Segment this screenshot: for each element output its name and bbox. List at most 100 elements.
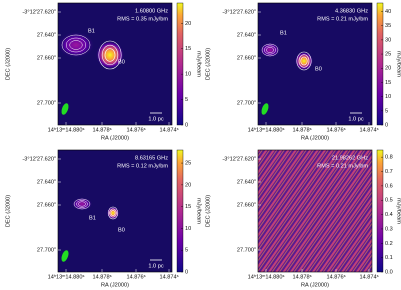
x-tick-label: 14.874ˢ [159, 127, 178, 133]
colorbar-tick-label: 0.5 [385, 198, 393, 204]
colorbar [176, 149, 184, 273]
source-label: B0 [118, 59, 125, 65]
x-tick-label: 14ʰ13ᵐ14.880ˢ [248, 273, 285, 280]
y-tick-label: 27.640" [37, 179, 56, 185]
colorbar-tick-label: 0.4 [385, 212, 393, 218]
colorbar-tick-label: 20 [185, 21, 191, 27]
y-tick-label: 27.660" [37, 55, 56, 61]
contour [296, 51, 312, 71]
colorbar-tick-label: 0.1 [385, 255, 393, 261]
x-tick-label: 14.876ˢ [126, 127, 145, 133]
source-label: B1 [280, 30, 287, 36]
y-tick-label: 27.660" [37, 202, 56, 208]
beam [261, 103, 269, 115]
emission-b1 [259, 42, 281, 58]
frequency: 1.60800 GHz [135, 8, 168, 14]
frequency: 8.63165 GHz [135, 155, 168, 161]
colorbar-tick-label: 0.8 [385, 155, 393, 161]
x-tick-label: 14.874ˢ [359, 127, 378, 133]
beam [61, 103, 69, 115]
y-tick-label: 27.700" [37, 247, 56, 253]
colorbar-tick-label: 5 [185, 97, 188, 103]
panel: B1 B0 1.0 pc 4.36830 GHz RMS = 0.21 mJy/bm -3… [205, 2, 401, 141]
contour [78, 201, 86, 207]
y-axis-label: DEC (J2000) [205, 195, 211, 227]
x-tick-label: 14.878ˢ [292, 274, 311, 280]
panel: B1 B0 1.0 pc 8.63165 GHz RMS = 0.12 mJy/bm -3… [5, 149, 202, 288]
colorbar-tick-label: 0.0 [385, 269, 393, 275]
colorbar [376, 149, 384, 273]
source-label: B1 [89, 215, 96, 221]
x-tick-label: 14.878ˢ [92, 127, 111, 133]
colorbar-tick-label: 0 [185, 269, 188, 275]
x-axis-label: RA (J2000) [101, 135, 129, 141]
contour [104, 48, 116, 62]
colorbar-tick-label: 25 [185, 161, 191, 167]
image [258, 3, 372, 125]
contour [69, 40, 83, 50]
colorbar-tick-label: 15 [185, 46, 191, 52]
y-tick-label: 27.640" [237, 32, 256, 38]
colorbar-label: mJy/beam [396, 51, 401, 77]
beam [61, 250, 69, 262]
colorbar-tick-label: 0.3 [385, 226, 393, 232]
frequency: 21.98262 GHz [332, 155, 368, 161]
rms: RMS = 0.21 mJy/bm [317, 16, 368, 22]
colorbar-tick-label: 0 [185, 122, 188, 128]
x-tick-label: 14.878ˢ [292, 127, 311, 133]
colorbar [176, 2, 184, 126]
y-tick-label: 27.640" [237, 179, 256, 185]
frequency: 4.36830 GHz [335, 8, 368, 14]
contour [73, 198, 91, 210]
contour [98, 40, 122, 70]
source-label: B0 [315, 66, 322, 72]
contour [264, 45, 276, 55]
frame [57, 2, 173, 126]
frame [257, 149, 373, 273]
x-tick-label: 14.874ˢ [359, 274, 378, 280]
rms: RMS = 0.35 mJy/bm [117, 16, 168, 22]
x-axis-label: RA (J2000) [101, 282, 129, 288]
y-tick-label: 27.660" [237, 55, 256, 61]
x-tick-label: 14.876ˢ [326, 274, 345, 280]
colorbar-tick-label: 0 [385, 122, 388, 128]
y-tick-label: 27.700" [237, 247, 256, 253]
y-tick-label: 27.700" [37, 100, 56, 106]
source-label: B1 [88, 28, 95, 34]
x-axis-label: RA (J2000) [301, 282, 329, 288]
colorbar-tick-label: 5 [185, 248, 188, 254]
colorbar-tick-label: 20 [185, 182, 191, 188]
contour [261, 43, 279, 57]
colorbar-tick-label: 5 [385, 108, 388, 114]
x-tick-label: 14.876ˢ [326, 127, 345, 133]
source-label: B0 [118, 227, 125, 233]
contour [298, 54, 310, 68]
scale-label: 1.0 pc [348, 116, 363, 122]
colorbar-tick-label: 10 [185, 226, 191, 232]
contour [61, 34, 91, 56]
contour [110, 209, 116, 216]
x-tick-label: 14.878ˢ [92, 274, 111, 280]
colorbar-tick-label: 35 [385, 23, 391, 29]
emission-b1 [71, 197, 93, 211]
x-tick-label: 14.876ˢ [126, 274, 145, 280]
rms: RMS = 0.21 mJy/bm [317, 163, 368, 169]
colorbar-tick-label: 0.6 [385, 183, 393, 189]
colorbar-tick-label: 15 [385, 80, 391, 86]
emission-b0 [295, 52, 313, 70]
x-tick-label: 14.874ˢ [159, 274, 178, 280]
emission-b1 [57, 32, 95, 58]
y-axis-label: DEC (J2000) [205, 48, 211, 80]
contour [107, 206, 119, 220]
colorbar-label: mJy/beam [396, 198, 401, 224]
x-axis-label: RA (J2000) [301, 135, 329, 141]
contour [266, 47, 274, 53]
y-tick-label: 27.660" [237, 202, 256, 208]
contour [65, 37, 87, 53]
y-axis-label: DEC (J2000) [5, 195, 11, 227]
colorbar-tick-label: 25 [385, 52, 391, 58]
x-tick-label: 14ʰ13ᵐ14.880ˢ [48, 273, 85, 280]
x-tick-label: 14ʰ13ᵐ14.880ˢ [48, 126, 85, 133]
emission-b0 [96, 41, 124, 69]
panel: B1 B0 1.0 pc 1.60800 GHz RMS = 0.35 mJy/bm -3… [5, 2, 202, 141]
